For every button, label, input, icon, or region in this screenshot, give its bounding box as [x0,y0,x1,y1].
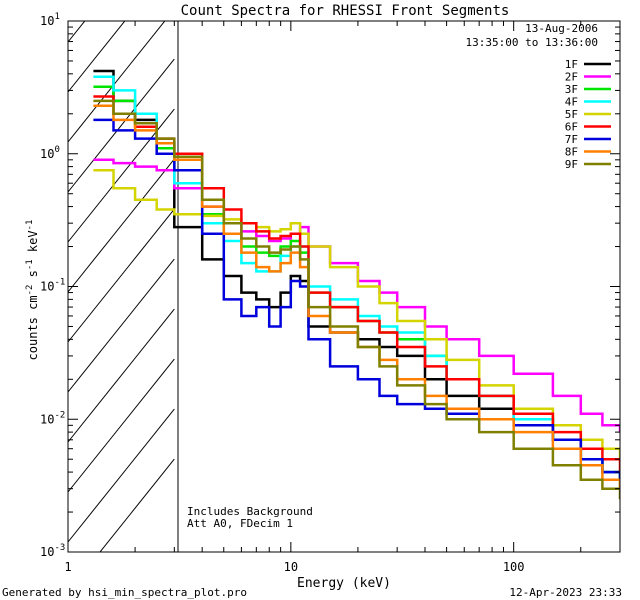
legend-label-3F: 3F [565,83,578,96]
y-axis-label: counts cm-2 s-1 keV-1 [25,220,40,361]
background-note: Includes Background [187,505,313,518]
legend-label-8F: 8F [565,146,578,159]
x-tick-label: 100 [503,560,525,574]
hatched-region [68,21,175,552]
y-tick-label: 100 [40,145,60,161]
series-group [93,69,620,500]
y-tick-labels: 10-3 10-2 10-1 100 101 [40,12,65,559]
hatch-line [68,21,126,93]
hatch-line [68,258,175,393]
hatch-line [68,108,175,243]
y-tick-label: 10-3 [40,543,65,559]
time-range-annotation: 13:35:00 to 13:36:00 [466,36,598,49]
hatch-line [68,21,166,143]
hatch-line [68,208,175,343]
y-tick-label: 10-2 [40,410,65,426]
attenuator-note: Att A0, FDecim 1 [187,517,293,530]
legend-label-7F: 7F [565,133,578,146]
hatch-line [68,58,175,193]
generation-timestamp: 12-Apr-2023 23:33 [509,586,622,599]
hatch-line [68,158,175,293]
series-8F-line [93,104,620,489]
legend-label-4F: 4F [565,96,578,109]
date-annotation: 13-Aug-2006 [525,22,598,35]
series-9F-line [93,99,620,500]
legend-label-6F: 6F [565,121,578,134]
generator-note: Generated by hsi_min_spectra_plot.pro [2,586,247,599]
x-tick-label: 1 [64,560,71,574]
series-6F-line [93,95,620,473]
hatch-line [68,358,175,493]
x-tick-label: 10 [284,560,298,574]
x-axis-label: Energy (keV) [297,576,391,591]
plot-frame [67,20,621,553]
hatch-line [68,308,175,443]
series-2F-line [93,158,620,433]
axis-ticks [67,20,621,553]
x-tick-labels: 1 10 100 [64,560,524,574]
hatch-line [68,408,175,543]
y-tick-label: 10-1 [40,278,65,294]
legend-label-9F: 9F [565,158,578,171]
chart-title: Count Spectra for RHESSI Front Segments [181,3,510,19]
legend-label-1F: 1F [565,58,578,71]
hatch-line [99,458,175,552]
legend-label-2F: 2F [565,71,578,84]
legend-label-5F: 5F [565,108,578,121]
y-tick-label: 101 [40,12,60,28]
